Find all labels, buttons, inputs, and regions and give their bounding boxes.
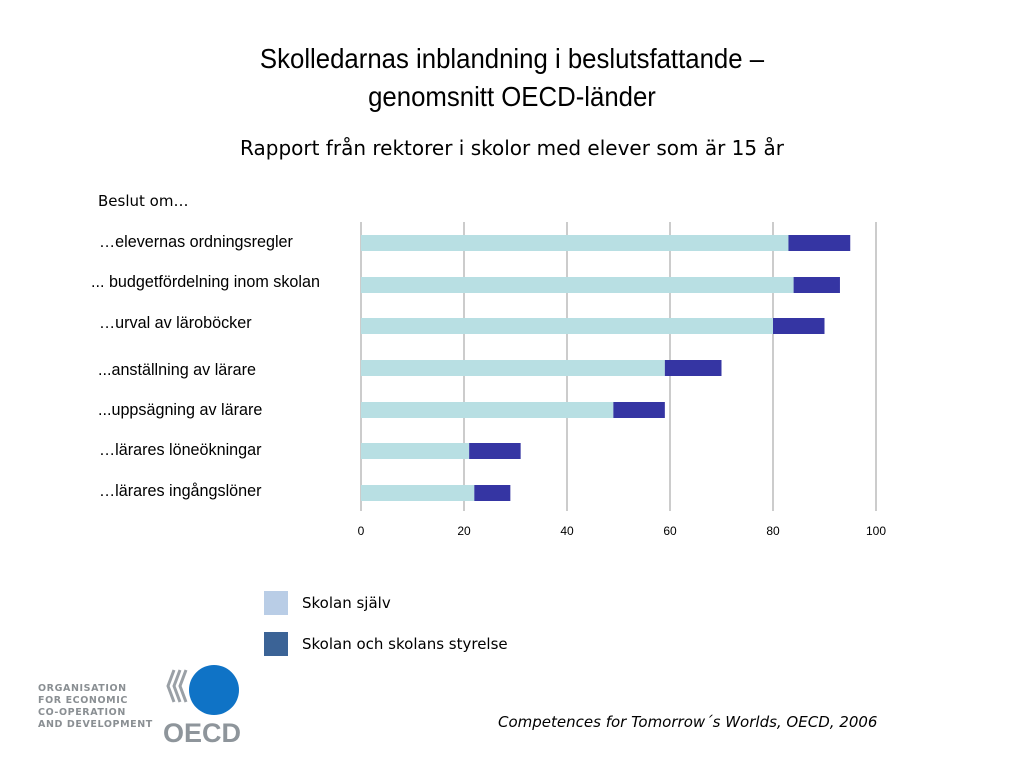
bar-skolan-sjalv-3 — [361, 360, 665, 376]
category-label-3: ...anställning av lärare — [98, 360, 257, 379]
x-tick-label-3: 60 — [663, 524, 677, 538]
group-label: Beslut om… — [98, 192, 189, 210]
bar-skolan-och-styrelse-5 — [469, 443, 521, 459]
logo-arc-1 — [166, 669, 176, 703]
x-tick-label-2: 40 — [560, 524, 574, 538]
legend-swatch-0 — [264, 591, 288, 615]
chart-subtitle: Rapport från rektorer i skolor med eleve… — [240, 136, 784, 160]
bar-skolan-sjalv-4 — [361, 402, 614, 418]
bar-skolan-och-styrelse-0 — [788, 235, 851, 251]
stacked-bar-chart: 0 20 40 60 80 100 — [358, 222, 886, 538]
legend-label-0: Skolan själv — [302, 594, 391, 612]
category-label-5: …lärares löneökningar — [99, 440, 262, 459]
bar-skolan-sjalv-1 — [361, 277, 794, 293]
org-line-2: CO-OPERATION — [38, 707, 126, 718]
x-tick-label-4: 80 — [766, 524, 780, 538]
x-tick-label-1: 20 — [457, 524, 471, 538]
bar-skolan-och-styrelse-2 — [773, 318, 825, 334]
org-line-3: AND DEVELOPMENT — [38, 719, 153, 730]
title-line-1: Skolledarnas inblandning i beslutsfattan… — [259, 43, 765, 74]
x-tick-label-5: 100 — [866, 524, 886, 538]
bar-skolan-sjalv-5 — [361, 443, 470, 459]
bar-skolan-sjalv-6 — [361, 485, 475, 501]
org-line-1: FOR ECONOMIC — [38, 695, 128, 706]
logo-arc-3 — [178, 669, 188, 703]
category-label-4: ...uppsägning av lärare — [98, 400, 263, 419]
logo-wordmark: OECD — [163, 718, 241, 746]
title-line-2: genomsnitt OECD-länder — [368, 81, 656, 112]
bar-skolan-och-styrelse-3 — [664, 360, 722, 376]
source-citation: Competences for Tomorrow´s Worlds, OECD,… — [498, 713, 878, 731]
x-tick-label-0: 0 — [358, 524, 365, 538]
category-label-1: ... budgetfördelning inom skolan — [91, 272, 320, 291]
category-label-2: …urval av läroböcker — [99, 313, 252, 332]
logo-globe — [189, 665, 239, 715]
bar-skolan-sjalv-0 — [361, 235, 789, 251]
bar-skolan-sjalv-2 — [361, 318, 773, 334]
bar-skolan-och-styrelse-6 — [474, 485, 511, 501]
org-line-0: ORGANISATION — [38, 683, 127, 694]
legend-item-0: Skolan själv — [264, 591, 391, 615]
legend-item-1: Skolan och skolans styrelse — [264, 632, 508, 656]
bar-skolan-och-styrelse-1 — [793, 277, 840, 293]
legend-swatch-1 — [264, 632, 288, 656]
oecd-logo: OECD — [163, 665, 241, 746]
category-label-0: …elevernas ordningsregler — [99, 232, 293, 251]
category-label-6: …lärares ingångslöner — [99, 481, 262, 500]
chart-title: Skolledarnas inblandning i beslutsfattan… — [41, 40, 983, 116]
legend-label-1: Skolan och skolans styrelse — [302, 635, 508, 653]
oecd-organisation-text: ORGANISATION FOR ECONOMIC CO-OPERATION A… — [38, 683, 153, 731]
bar-skolan-och-styrelse-4 — [613, 402, 665, 418]
logo-arc-2 — [172, 669, 182, 703]
